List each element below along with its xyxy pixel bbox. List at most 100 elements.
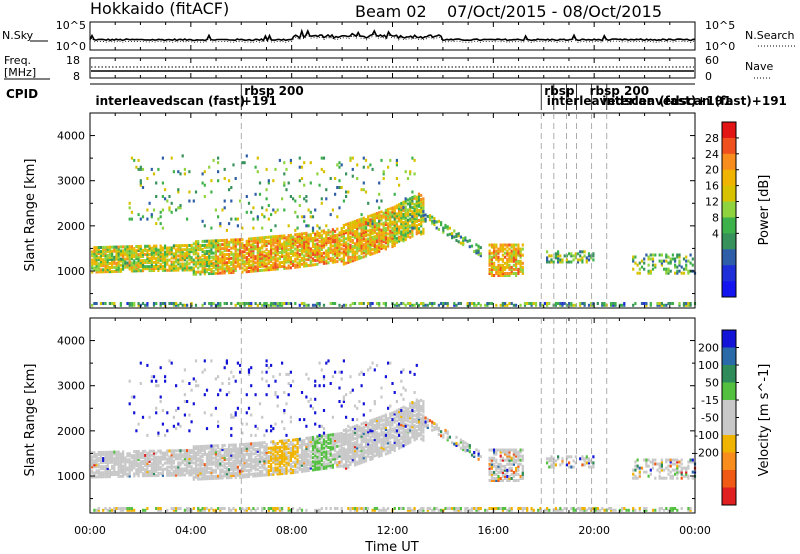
data-cell <box>342 441 345 444</box>
data-cell <box>342 359 345 363</box>
data-cell <box>115 265 118 269</box>
data-cell <box>327 452 330 456</box>
data-cell <box>179 471 182 475</box>
data-cell <box>358 302 361 305</box>
data-cell <box>254 236 257 240</box>
data-cell <box>172 455 175 459</box>
data-cell <box>409 199 412 203</box>
data-cell <box>159 262 162 266</box>
data-cell <box>351 226 354 230</box>
data-cell <box>276 235 279 238</box>
data-cell <box>232 252 235 256</box>
data-cell <box>351 156 354 160</box>
data-cell <box>177 250 180 254</box>
data-cell <box>117 460 120 464</box>
data-cell <box>417 223 421 227</box>
data-cell <box>413 211 416 214</box>
data-cell <box>217 474 220 478</box>
data-cell <box>230 476 233 480</box>
data-cell <box>210 303 213 307</box>
data-cell <box>102 461 105 465</box>
data-cell <box>225 253 228 256</box>
data-cell <box>322 241 326 245</box>
data-cell <box>296 442 299 445</box>
data-cell <box>676 253 679 257</box>
data-cell <box>345 436 348 440</box>
data-cell <box>413 215 416 219</box>
data-cell <box>331 443 334 447</box>
data-cell <box>336 237 339 241</box>
data-cell <box>510 251 513 255</box>
data-cell <box>106 463 109 466</box>
data-cell <box>252 255 255 259</box>
data-cell <box>508 259 511 263</box>
data-cell <box>232 471 235 475</box>
data-cell <box>353 226 357 229</box>
data-cell <box>181 258 184 262</box>
data-cell <box>228 265 231 269</box>
data-cell <box>311 257 315 261</box>
data-cell <box>623 303 626 307</box>
data-cell <box>649 302 652 305</box>
data-cell <box>356 231 359 235</box>
data-cell <box>181 455 184 459</box>
data-cell <box>250 243 253 247</box>
data-cell <box>356 436 359 440</box>
data-cell <box>203 245 206 249</box>
data-cell <box>331 228 334 232</box>
data-cell <box>225 267 228 271</box>
data-cell <box>270 241 273 245</box>
data-cell <box>322 257 326 261</box>
data-cell <box>404 236 407 240</box>
data-cell <box>208 477 211 481</box>
data-cell <box>345 438 348 442</box>
data-cell <box>139 249 142 252</box>
data-cell <box>311 444 315 447</box>
cpid-label: CPID <box>6 87 38 101</box>
data-cell <box>256 458 259 461</box>
data-cell <box>285 244 288 248</box>
data-cell <box>576 252 580 256</box>
data-cell <box>267 459 270 462</box>
data-cell <box>298 156 301 160</box>
data-cell <box>265 264 268 268</box>
data-cell <box>148 470 151 474</box>
data-cell <box>382 215 385 219</box>
data-cell <box>651 257 655 261</box>
data-cell <box>135 450 138 453</box>
data-cell <box>367 229 370 233</box>
data-cell <box>281 236 284 240</box>
data-cell <box>459 235 462 239</box>
data-cell <box>155 244 158 248</box>
data-cell <box>298 265 301 269</box>
data-cell <box>362 220 365 224</box>
data-cell <box>241 238 244 242</box>
data-cell <box>322 460 326 464</box>
data-cell <box>283 248 286 252</box>
data-cell <box>194 244 198 248</box>
data-cell <box>135 251 138 255</box>
data-cell <box>347 437 350 441</box>
data-cell <box>446 303 449 307</box>
data-cell <box>225 263 228 267</box>
data-cell <box>347 433 350 437</box>
data-cell <box>305 224 308 228</box>
data-cell <box>239 258 242 262</box>
data-cell <box>126 251 129 255</box>
data-cell <box>351 220 354 224</box>
data-cell <box>261 206 264 210</box>
data-cell <box>203 507 206 510</box>
data-cell <box>247 251 251 255</box>
data-cell <box>234 453 237 457</box>
data-cell <box>283 234 286 238</box>
data-cell <box>106 249 109 253</box>
data-cell <box>106 465 109 468</box>
data-cell <box>152 461 156 465</box>
data-cell <box>667 269 670 273</box>
data-cell <box>417 198 421 202</box>
data-cell <box>320 450 323 454</box>
data-cell <box>283 441 286 445</box>
data-cell <box>349 461 352 464</box>
data-cell <box>205 471 209 475</box>
data-cell <box>250 446 253 450</box>
